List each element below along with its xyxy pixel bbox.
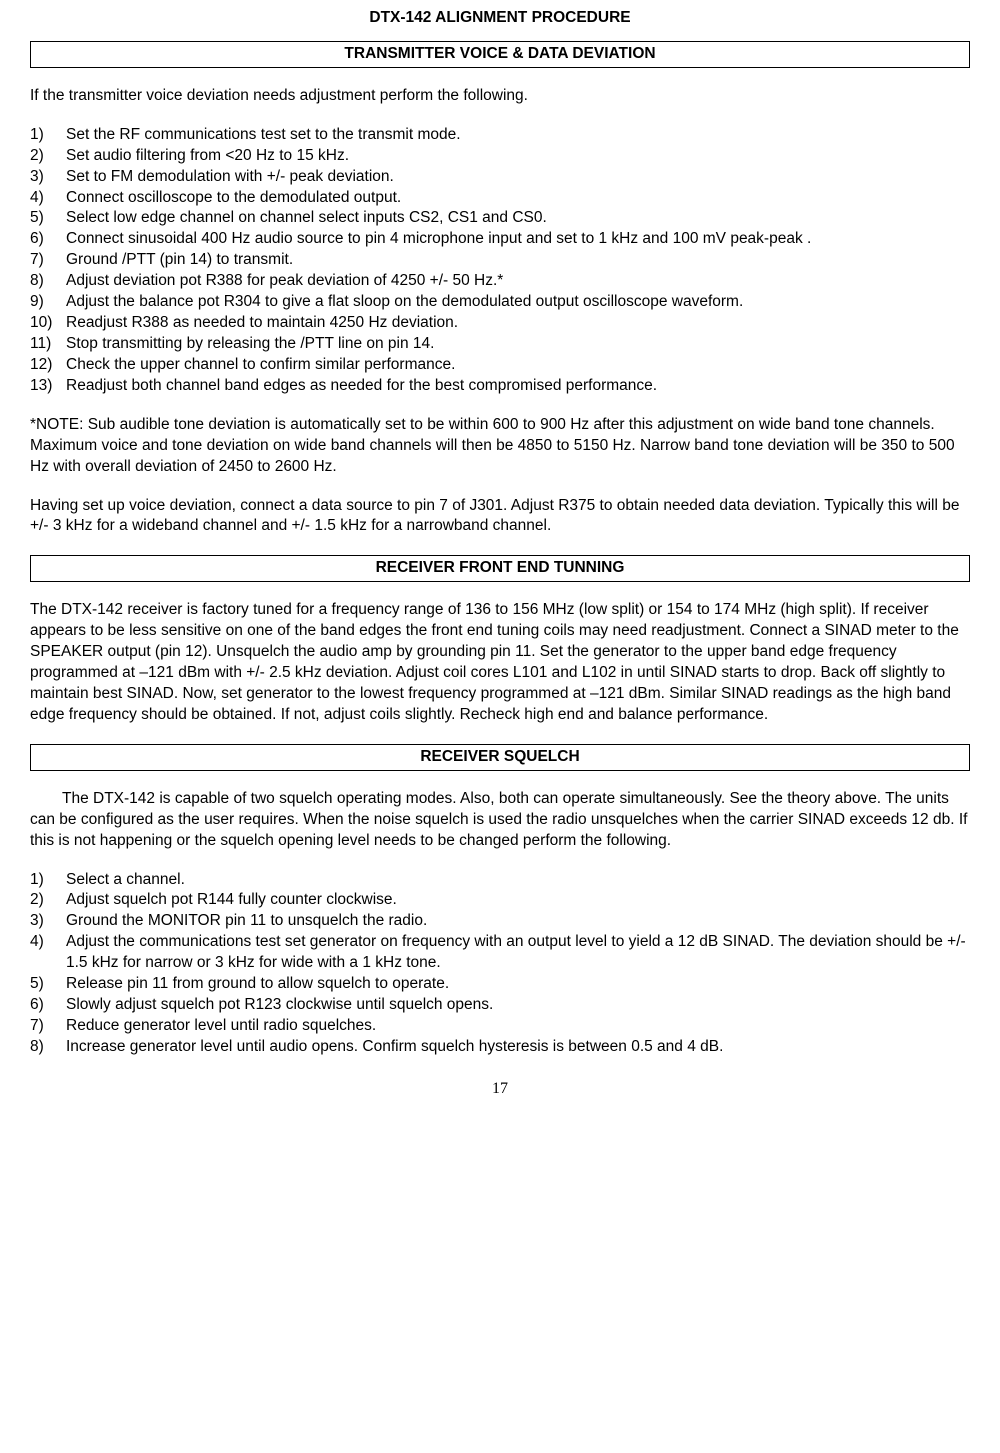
list-item: Readjust both channel band edges as need… [30,376,970,397]
list-item: Check the upper channel to confirm simil… [30,355,970,376]
list-item: Set audio filtering from <20 Hz to 15 kH… [30,146,970,167]
list-item: Reduce generator level until radio squel… [30,1016,970,1037]
document-title: DTX-142 ALIGNMENT PROCEDURE [30,8,970,29]
list-item: Connect sinusoidal 400 Hz audio source t… [30,229,970,250]
section3-steps: Select a channel. Adjust squelch pot R14… [30,870,970,1058]
list-item: Stop transmitting by releasing the /PTT … [30,334,970,355]
list-item: Select low edge channel on channel selec… [30,208,970,229]
list-item: Ground /PTT (pin 14) to transmit. [30,250,970,271]
list-item: Adjust the balance pot R304 to give a fl… [30,292,970,313]
list-item: Adjust deviation pot R388 for peak devia… [30,271,970,292]
page-container: DTX-142 ALIGNMENT PROCEDURE TRANSMITTER … [0,0,1000,1119]
section3-heading: RECEIVER SQUELCH [30,744,970,771]
section2-body: The DTX-142 receiver is factory tuned fo… [30,600,970,726]
list-item: Set to FM demodulation with +/- peak dev… [30,167,970,188]
list-item: Select a channel. [30,870,970,891]
page-number: 17 [30,1078,970,1100]
list-item: Adjust the communications test set gener… [30,932,970,974]
list-item: Ground the MONITOR pin 11 to unsquelch t… [30,911,970,932]
list-item: Increase generator level until audio ope… [30,1037,970,1058]
list-item: Release pin 11 from ground to allow sque… [30,974,970,995]
section1-closing: Having set up voice deviation, connect a… [30,496,970,538]
list-item: Adjust squelch pot R144 fully counter cl… [30,890,970,911]
section1-steps: Set the RF communications test set to th… [30,125,970,397]
section3-intro: The DTX-142 is capable of two squelch op… [30,789,970,852]
list-item: Connect oscilloscope to the demodulated … [30,188,970,209]
list-item: Readjust R388 as needed to maintain 4250… [30,313,970,334]
section1-heading: TRANSMITTER VOICE & DATA DEVIATION [30,41,970,68]
list-item: Set the RF communications test set to th… [30,125,970,146]
section1-intro: If the transmitter voice deviation needs… [30,86,970,107]
section1-note: *NOTE: Sub audible tone deviation is aut… [30,415,970,478]
list-item: Slowly adjust squelch pot R123 clockwise… [30,995,970,1016]
section2-heading: RECEIVER FRONT END TUNNING [30,555,970,582]
